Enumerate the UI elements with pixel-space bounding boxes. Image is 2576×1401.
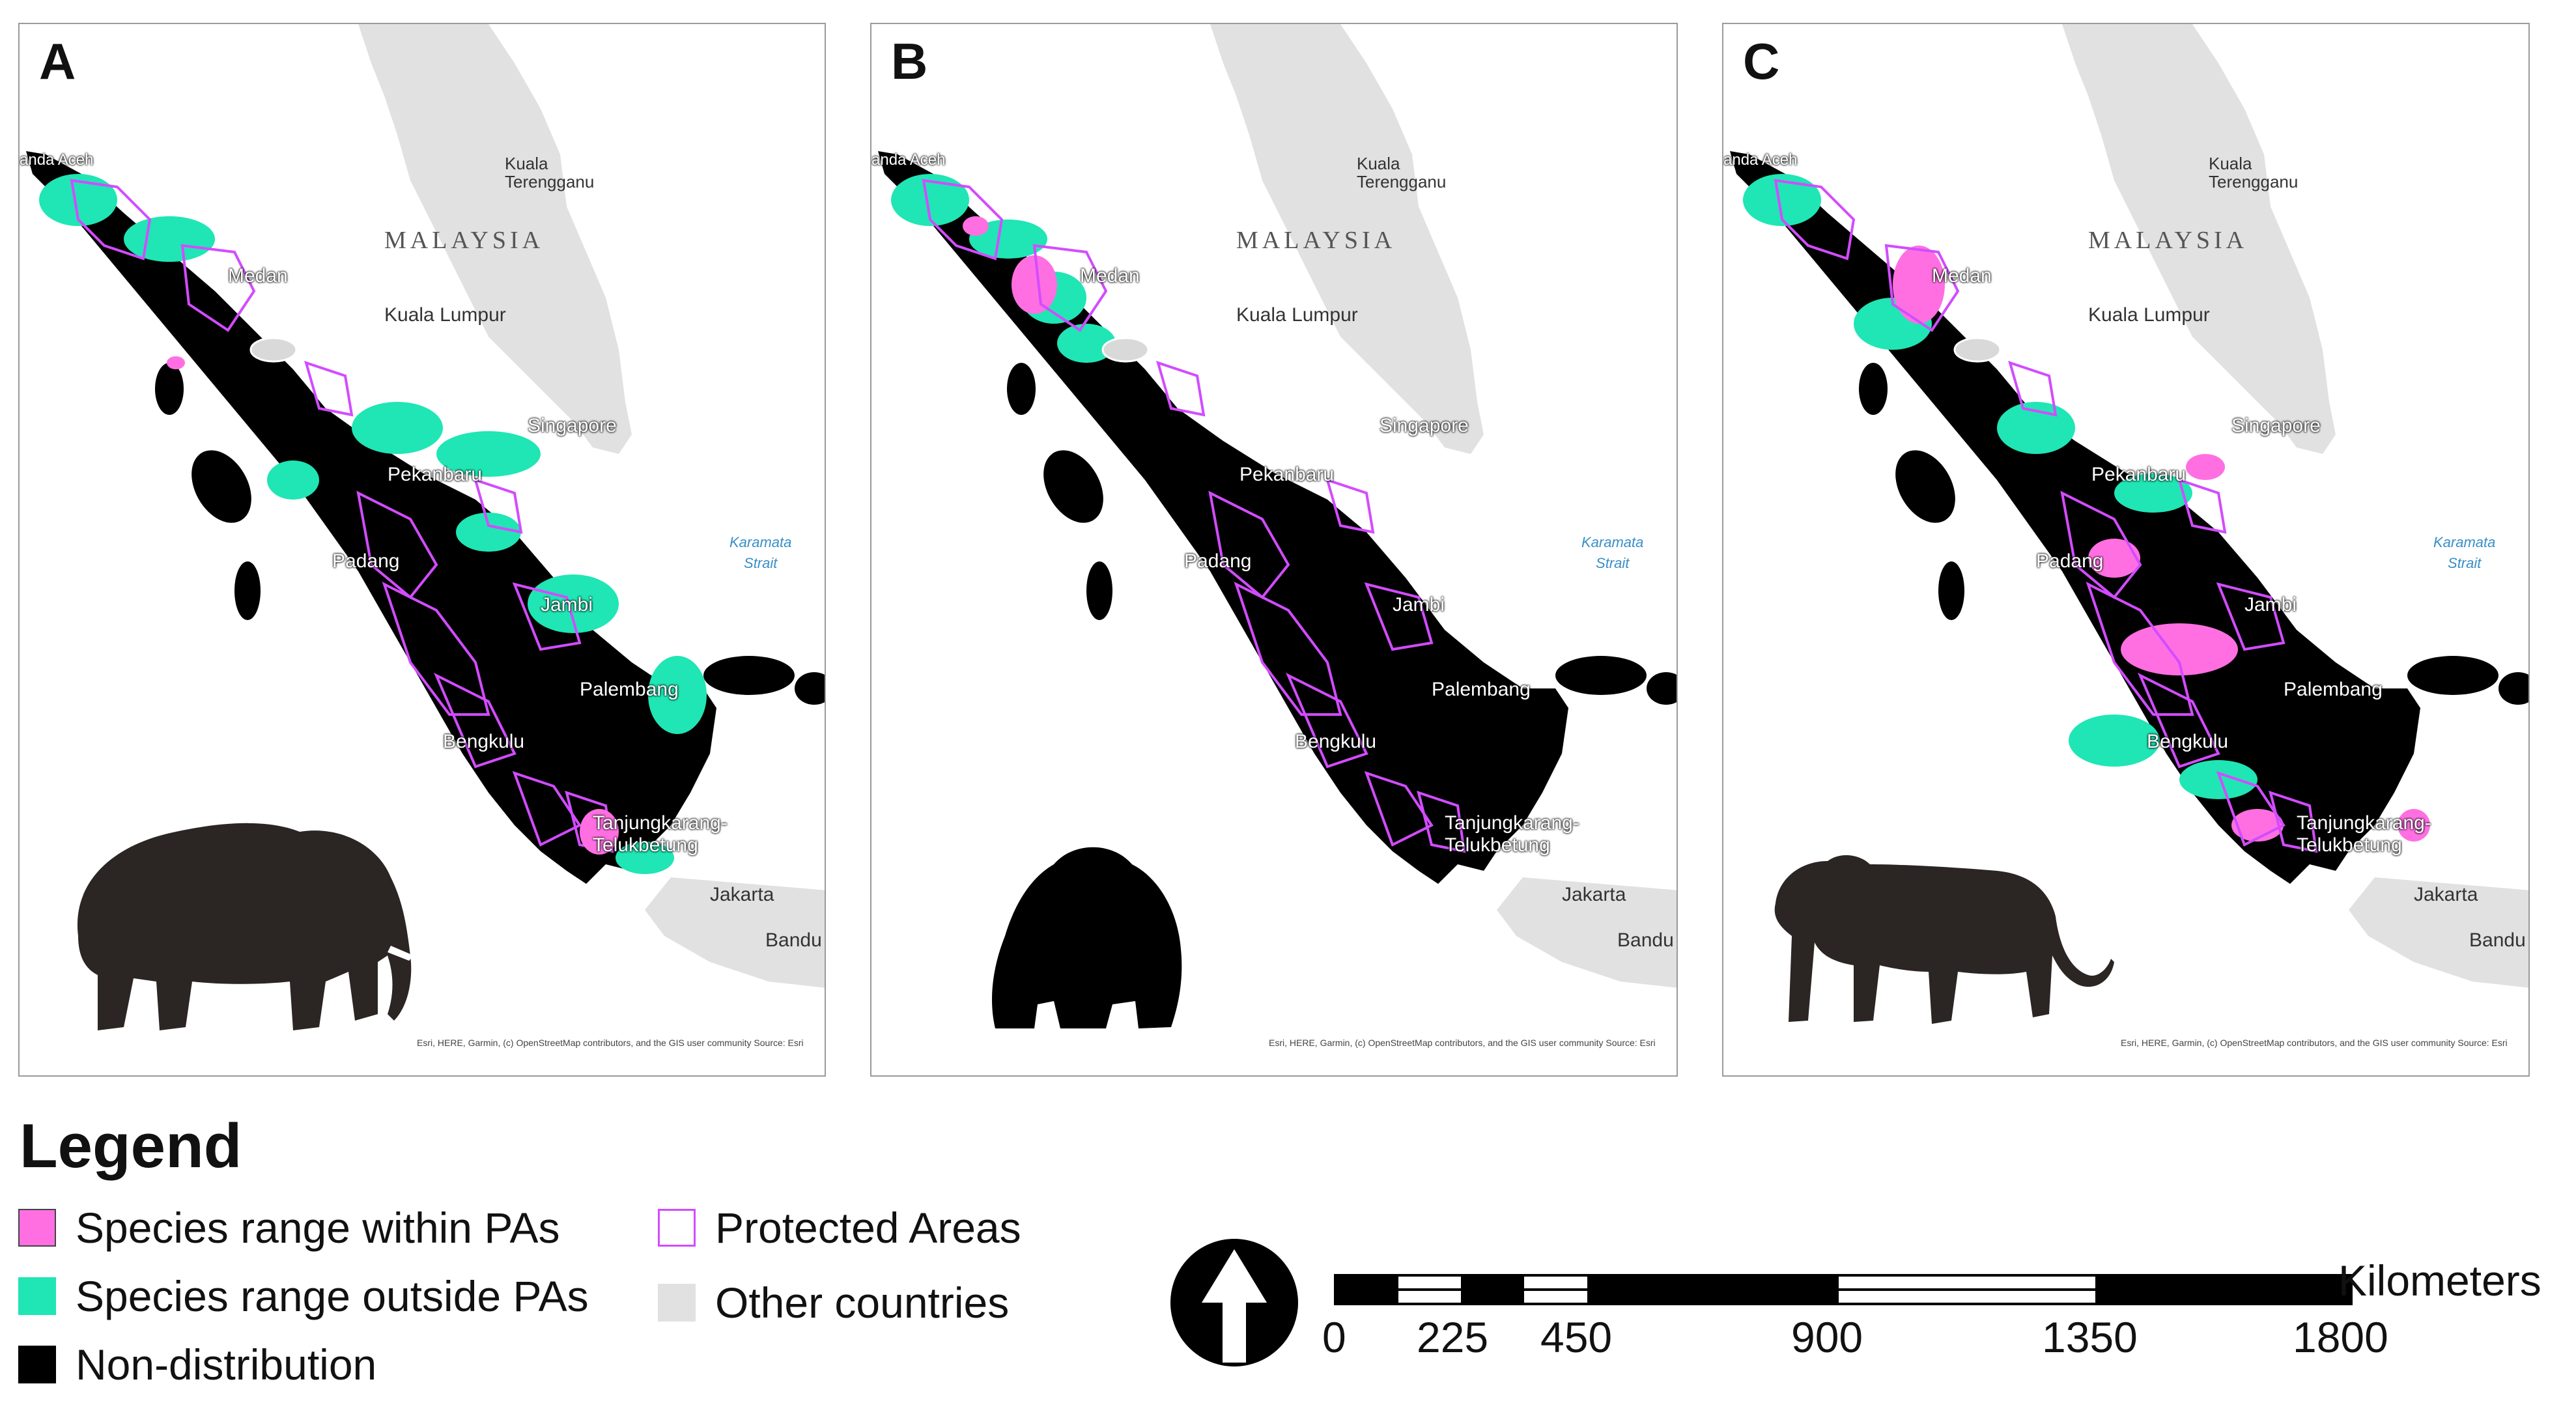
- place-label: Bandu: [1617, 929, 1674, 951]
- country-label: MALAYSIA: [1236, 227, 1396, 254]
- place-label: Singapore: [528, 415, 617, 436]
- legend-label: Non-distribution: [76, 1340, 377, 1389]
- place-label: Bandu: [765, 929, 822, 951]
- place-label: anda Aceh: [871, 151, 946, 169]
- panel-letter: C: [1743, 33, 1780, 90]
- legend-item-non-distribution: Non-distribution: [18, 1340, 377, 1389]
- legend-item-protected-areas: Protected Areas: [658, 1204, 1021, 1252]
- scale-tick: 0: [1322, 1313, 1346, 1361]
- swatch-outside-pas: [18, 1277, 56, 1315]
- place-label: Kuala Lumpur: [2088, 304, 2210, 326]
- legend-label: Other countries: [715, 1279, 1010, 1327]
- scale-tick: 450: [1540, 1313, 1613, 1361]
- legend-label: Species range outside PAs: [76, 1272, 589, 1320]
- place-label: Jakarta: [1562, 884, 1626, 905]
- place-label: Padang: [332, 550, 400, 572]
- swatch-within-pas: [18, 1209, 56, 1247]
- place-label: Kuala Lumpur: [384, 304, 506, 326]
- swatch-other-countries: [658, 1284, 696, 1322]
- map-attribution: Esri, HERE, Garmin, (c) OpenStreetMap co…: [417, 1038, 804, 1048]
- place-label: Pekanbaru: [2091, 464, 2187, 485]
- sumatra-map: [1723, 24, 2528, 1075]
- place-label: Padang: [1184, 550, 1252, 572]
- place-label: Pekanbaru: [1239, 464, 1335, 485]
- country-label: MALAYSIA: [384, 227, 545, 254]
- panel-letter: B: [891, 33, 928, 90]
- tiger-silhouette-icon: [1774, 855, 2114, 1024]
- place-label: Bandu: [2469, 929, 2526, 951]
- place-label: Tanjungkarang- Telukbetung: [2297, 812, 2431, 856]
- place-label: Jambi: [541, 594, 593, 616]
- place-label: Singapore: [1380, 415, 1469, 436]
- orangutan-silhouette-icon: [992, 847, 1182, 1028]
- place-label: Bengkulu: [443, 731, 525, 752]
- place-label: Medan: [1932, 265, 1992, 287]
- place-label: Kuala Terengganu: [2209, 154, 2299, 191]
- elephant-silhouette-icon: [77, 823, 414, 1030]
- place-label: Jakarta: [710, 884, 774, 905]
- map-panel-b: B anda Aceh Kuala Terengganu MALAYSIA Me…: [870, 23, 1678, 1077]
- legend-item-other-countries: Other countries: [658, 1279, 1010, 1327]
- place-label: Pekanbaru: [388, 464, 483, 485]
- place-label: Kuala Terengganu: [505, 154, 595, 191]
- legend-title: Legend: [20, 1111, 242, 1181]
- place-label: Palembang: [580, 679, 679, 700]
- place-label: Tanjungkarang- Telukbetung: [1445, 812, 1579, 856]
- place-label: Jambi: [2244, 594, 2297, 616]
- scale-bar: [1334, 1274, 2353, 1305]
- place-label: Tanjungkarang- Telukbetung: [593, 812, 728, 856]
- map-attribution: Esri, HERE, Garmin, (c) OpenStreetMap co…: [1269, 1038, 1656, 1048]
- scale-tick: 900: [1791, 1313, 1863, 1361]
- swatch-non-distribution: [18, 1346, 56, 1383]
- map-panel-c: C anda Aceh Kuala Terengganu MALAYSIA Me…: [1722, 23, 2530, 1077]
- place-label: Bengkulu: [1295, 731, 1377, 752]
- map-attribution: Esri, HERE, Garmin, (c) OpenStreetMap co…: [2121, 1038, 2508, 1048]
- sea-label: Karamata Strait: [1581, 534, 1644, 571]
- scale-tick: 225: [1417, 1313, 1489, 1361]
- place-label: Kuala Lumpur: [1236, 304, 1358, 326]
- legend-item-outside-pas: Species range outside PAs: [18, 1272, 589, 1320]
- place-label: Medan: [1080, 265, 1140, 287]
- place-label: Jambi: [1393, 594, 1445, 616]
- place-label: Palembang: [1432, 679, 1531, 700]
- place-label: Palembang: [2284, 679, 2383, 700]
- scale-unit: Kilometers: [2338, 1256, 2541, 1305]
- place-label: Kuala Terengganu: [1357, 154, 1447, 191]
- place-label: anda Aceh: [1723, 151, 1798, 169]
- panel-letter: A: [39, 33, 76, 90]
- sumatra-map: [871, 24, 1677, 1075]
- place-label: Jakarta: [2414, 884, 2478, 905]
- map-panel-a: A anda Aceh Kuala Terengganu MALAYSIA Me…: [18, 23, 826, 1077]
- swatch-protected-areas: [658, 1209, 696, 1247]
- place-label: anda Aceh: [20, 151, 94, 169]
- scale-tick: 1800: [2293, 1313, 2388, 1361]
- country-label: MALAYSIA: [2088, 227, 2248, 254]
- place-label: Bengkulu: [2147, 731, 2229, 752]
- sea-label: Karamata Strait: [729, 534, 792, 571]
- north-arrow-icon: [1170, 1239, 1298, 1366]
- sea-label: Karamata Strait: [2433, 534, 2496, 571]
- place-label: Singapore: [2231, 415, 2321, 436]
- legend-label: Protected Areas: [715, 1204, 1021, 1252]
- legend-item-within-pas: Species range within PAs: [18, 1204, 560, 1252]
- place-label: Padang: [2036, 550, 2104, 572]
- scale-tick: 1350: [2042, 1313, 2138, 1361]
- legend-label: Species range within PAs: [76, 1204, 560, 1252]
- place-label: Medan: [228, 265, 288, 287]
